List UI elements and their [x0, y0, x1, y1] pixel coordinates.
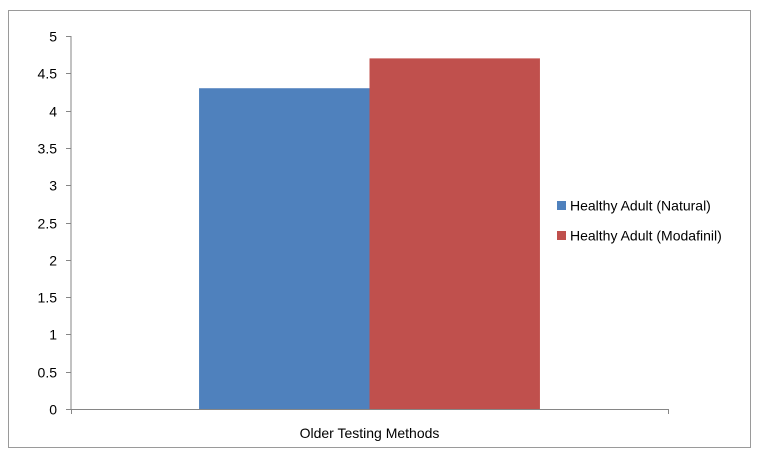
legend-label: Healthy Adult (Modafinil) — [570, 228, 722, 244]
x-axis: Older Testing Methods — [71, 409, 669, 441]
y-tick-label: 1.5 — [38, 290, 58, 306]
y-tick-label: 1 — [49, 327, 57, 343]
y-tick-label: 4.5 — [38, 66, 58, 82]
bars — [199, 58, 540, 409]
legend-swatch — [557, 231, 566, 240]
y-axis: 0 0.5 1 1.5 2 2.5 3 3.5 4 4.5 5 — [38, 29, 72, 418]
y-tick-label: 2 — [49, 253, 57, 269]
legend-swatch — [557, 201, 566, 210]
y-tick-label: 4 — [49, 104, 57, 120]
y-tick-label: 3 — [49, 178, 57, 194]
y-tick-label: 0 — [49, 402, 57, 418]
y-tick-label: 2.5 — [38, 216, 58, 232]
bar-natural — [199, 88, 370, 409]
y-tick-label: 3.5 — [38, 141, 58, 157]
legend-label: Healthy Adult (Natural) — [570, 198, 711, 214]
y-tick-label: 0.5 — [38, 365, 58, 381]
bar-modafinil — [369, 58, 540, 409]
x-category-label: Older Testing Methods — [300, 425, 440, 441]
y-tick-label: 5 — [49, 29, 57, 45]
legend: Healthy Adult (Natural) Healthy Adult (Mo… — [557, 198, 722, 244]
